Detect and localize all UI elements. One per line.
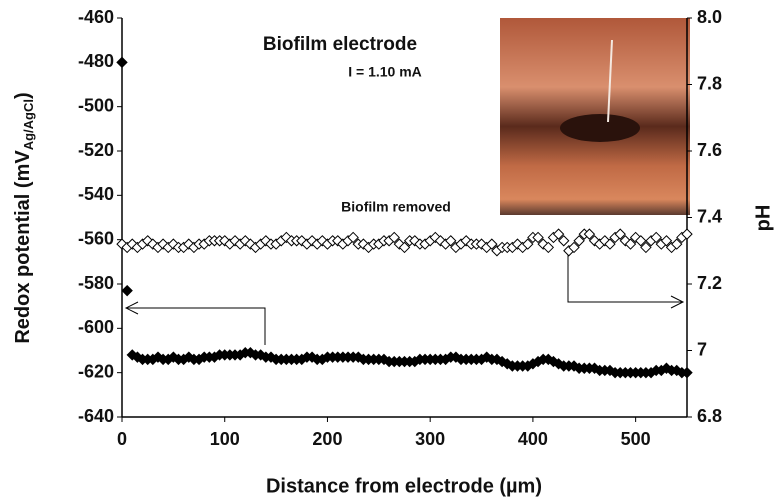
arrow-left — [126, 307, 266, 345]
data-point — [604, 238, 616, 250]
annotation: Biofilm removed — [341, 199, 451, 215]
y-tick-label: -460 — [78, 7, 114, 27]
microelectrode — [607, 39, 613, 123]
y-axis-title-end: ) — [12, 92, 34, 99]
x-tick-label: 100 — [210, 429, 240, 449]
y2-tick-label: 7.2 — [697, 273, 722, 293]
data-point — [568, 241, 580, 254]
data-point — [347, 231, 359, 244]
y2-tick-label: 6.8 — [697, 406, 722, 426]
data-point — [624, 238, 637, 250]
data-point — [121, 284, 133, 297]
arrow-right — [567, 255, 683, 303]
data-point — [614, 228, 626, 240]
data-point — [583, 228, 596, 240]
x-tick-label: 0 — [117, 429, 127, 449]
y-tick-label: -640 — [78, 406, 114, 426]
y-tick-label: -580 — [78, 273, 114, 293]
y-axis-title: Redox potential (mVAg/AgCl) — [12, 92, 36, 343]
data-point — [552, 228, 565, 240]
data-point — [681, 228, 693, 240]
y2-tick-label: 7.6 — [697, 140, 722, 160]
data-point — [542, 241, 555, 254]
annotation: I = 1.10 mA — [348, 64, 422, 80]
y2-axis-title: pH — [752, 205, 774, 232]
y-tick-label: -480 — [78, 51, 114, 71]
y-axis-title-text: Redox potential (mV — [12, 150, 34, 344]
y2-tick-label: 8.0 — [697, 7, 722, 27]
arrow-head — [124, 301, 139, 315]
data-point — [635, 235, 647, 247]
y-tick-label: -520 — [78, 140, 114, 160]
photo-hole — [560, 114, 640, 142]
data-point — [671, 238, 683, 250]
data-point — [640, 241, 652, 254]
x-tick-label: 300 — [415, 429, 445, 449]
y-tick-label: -620 — [78, 361, 114, 381]
y-axis-title-sub: Ag/AgCl — [21, 99, 36, 150]
data-point — [398, 241, 411, 254]
data-point — [388, 231, 400, 244]
x-tick-label: 200 — [312, 429, 342, 449]
data-point — [660, 235, 673, 247]
y-tick-label: -500 — [78, 95, 114, 115]
x-axis-title: Distance from electrode (µm) — [266, 475, 542, 497]
data-point — [558, 235, 570, 247]
data-point — [650, 231, 662, 244]
annotation: Biofilm electrode — [263, 34, 417, 55]
y-tick-label: -540 — [78, 184, 114, 204]
y2-tick-label: 7.8 — [697, 73, 722, 93]
y-tick-label: -600 — [78, 317, 114, 337]
y2-tick-label: 7 — [697, 339, 707, 359]
data-point — [681, 366, 693, 379]
x-tick-label: 500 — [621, 429, 651, 449]
arrow-head — [670, 295, 685, 309]
data-point — [573, 235, 585, 247]
data-point — [116, 56, 128, 69]
y2-tick-label: 7.4 — [697, 206, 722, 226]
data-point — [522, 238, 534, 250]
data-point — [532, 231, 544, 244]
data-point — [486, 238, 498, 250]
x-tick-label: 400 — [518, 429, 548, 449]
y-tick-label: -560 — [78, 228, 114, 248]
data-point — [445, 235, 457, 247]
